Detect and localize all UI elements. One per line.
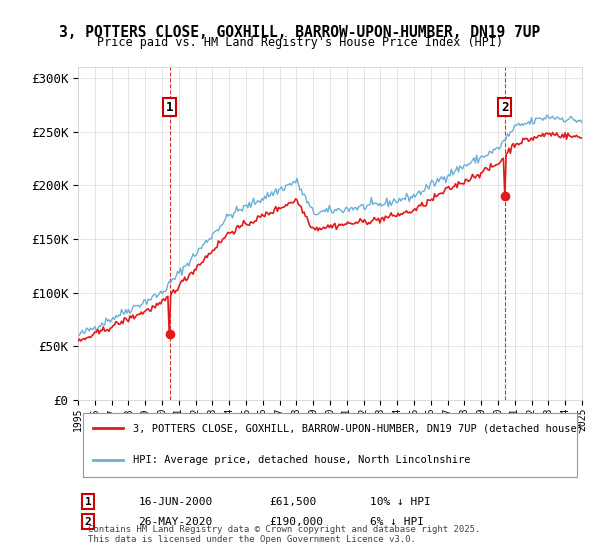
Text: 3, POTTERS CLOSE, GOXHILL, BARROW-UPON-HUMBER, DN19 7UP (detached house): 3, POTTERS CLOSE, GOXHILL, BARROW-UPON-H… (133, 423, 583, 433)
Text: 26-MAY-2020: 26-MAY-2020 (139, 516, 213, 526)
Text: 1: 1 (85, 497, 91, 507)
Text: 1: 1 (166, 101, 173, 114)
FancyBboxPatch shape (83, 413, 577, 477)
Text: 3, POTTERS CLOSE, GOXHILL, BARROW-UPON-HUMBER, DN19 7UP: 3, POTTERS CLOSE, GOXHILL, BARROW-UPON-H… (59, 25, 541, 40)
Text: 10% ↓ HPI: 10% ↓ HPI (370, 497, 431, 507)
Text: HPI: Average price, detached house, North Lincolnshire: HPI: Average price, detached house, Nort… (133, 455, 471, 465)
Text: 2: 2 (501, 101, 508, 114)
Text: Contains HM Land Registry data © Crown copyright and database right 2025.
This d: Contains HM Land Registry data © Crown c… (88, 525, 481, 544)
Text: 2: 2 (85, 516, 91, 526)
Text: £190,000: £190,000 (269, 516, 323, 526)
Text: Price paid vs. HM Land Registry's House Price Index (HPI): Price paid vs. HM Land Registry's House … (97, 36, 503, 49)
Text: £61,500: £61,500 (269, 497, 317, 507)
Text: 16-JUN-2000: 16-JUN-2000 (139, 497, 213, 507)
Text: 6% ↓ HPI: 6% ↓ HPI (370, 516, 424, 526)
